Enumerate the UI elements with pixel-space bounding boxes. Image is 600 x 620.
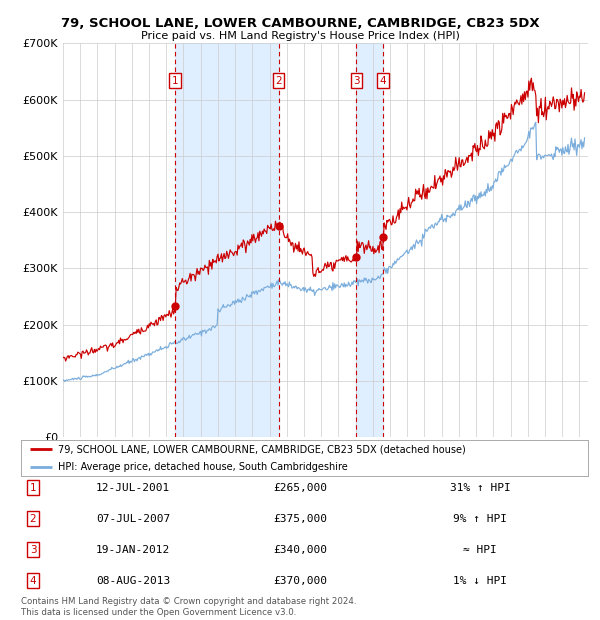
- Text: 07-JUL-2007: 07-JUL-2007: [96, 514, 170, 524]
- Text: Price paid vs. HM Land Registry's House Price Index (HPI): Price paid vs. HM Land Registry's House …: [140, 31, 460, 41]
- Bar: [175, 43, 278, 437]
- Text: 08-AUG-2013: 08-AUG-2013: [96, 576, 170, 586]
- Text: 31% ↑ HPI: 31% ↑ HPI: [449, 483, 511, 493]
- Text: HPI: Average price, detached house, South Cambridgeshire: HPI: Average price, detached house, Sout…: [58, 462, 347, 472]
- Text: ≈ HPI: ≈ HPI: [463, 545, 497, 555]
- Text: 12-JUL-2001: 12-JUL-2001: [96, 483, 170, 493]
- Text: 2: 2: [275, 76, 282, 86]
- Text: 3: 3: [29, 545, 37, 555]
- Text: 1: 1: [172, 76, 179, 86]
- Text: 9% ↑ HPI: 9% ↑ HPI: [453, 514, 507, 524]
- Text: 19-JAN-2012: 19-JAN-2012: [96, 545, 170, 555]
- Text: 79, SCHOOL LANE, LOWER CAMBOURNE, CAMBRIDGE, CB23 5DX (detached house): 79, SCHOOL LANE, LOWER CAMBOURNE, CAMBRI…: [58, 444, 466, 454]
- Text: Contains HM Land Registry data © Crown copyright and database right 2024.
This d: Contains HM Land Registry data © Crown c…: [21, 598, 356, 617]
- Text: £265,000: £265,000: [273, 483, 327, 493]
- Text: 4: 4: [29, 576, 37, 586]
- Text: £375,000: £375,000: [273, 514, 327, 524]
- Text: 1: 1: [29, 483, 37, 493]
- Bar: [356, 43, 383, 437]
- Text: £340,000: £340,000: [273, 545, 327, 555]
- Text: £370,000: £370,000: [273, 576, 327, 586]
- Text: 79, SCHOOL LANE, LOWER CAMBOURNE, CAMBRIDGE, CB23 5DX: 79, SCHOOL LANE, LOWER CAMBOURNE, CAMBRI…: [61, 17, 539, 30]
- Text: 4: 4: [380, 76, 386, 86]
- Text: 3: 3: [353, 76, 360, 86]
- Text: 1% ↓ HPI: 1% ↓ HPI: [453, 576, 507, 586]
- Text: 2: 2: [29, 514, 37, 524]
